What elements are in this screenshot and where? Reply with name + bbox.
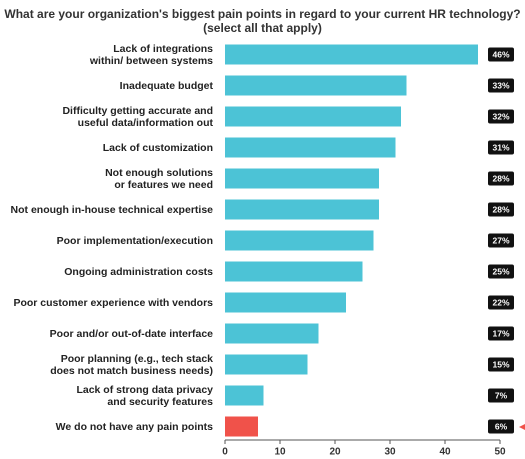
value-label-box <box>488 109 514 124</box>
chart-title: What are your organization's biggest pai… <box>4 7 521 21</box>
x-tick-label: 20 <box>329 447 341 458</box>
bar <box>225 416 258 437</box>
value-label-box <box>488 388 514 403</box>
value-label: 7% <box>495 390 508 400</box>
value-label-box <box>488 78 514 93</box>
value-label: 28% <box>492 204 509 214</box>
value-label-box <box>488 233 514 248</box>
category-label: Lack of strong data privacy and security… <box>76 383 213 408</box>
chart-subtitle: (select all that apply) <box>203 21 322 35</box>
bar <box>225 323 319 344</box>
category-label: Ongoing administration costs <box>64 265 213 278</box>
x-tick-label: 50 <box>494 447 506 458</box>
category-label: Not enough solutions or features we need <box>105 166 213 191</box>
bar <box>225 230 374 251</box>
value-label: 22% <box>492 297 509 307</box>
category-label: Poor and/or out-of-date interface <box>49 327 213 340</box>
bar <box>225 261 363 282</box>
bar <box>225 75 407 96</box>
value-label-box <box>488 295 514 310</box>
value-label: 32% <box>492 111 509 121</box>
value-label: 27% <box>492 235 509 245</box>
category-label: Poor customer experience with vendors <box>13 296 213 309</box>
x-tick-label: 40 <box>439 447 451 458</box>
value-label: 25% <box>492 266 509 276</box>
bar <box>225 168 379 189</box>
value-label-box <box>488 202 514 217</box>
bar <box>225 385 264 406</box>
value-label: 17% <box>492 328 509 338</box>
value-label: 46% <box>492 49 509 59</box>
category-label: Difficulty getting accurate and useful d… <box>62 104 213 129</box>
category-label: Inadequate budget <box>119 79 213 92</box>
category-label: Lack of customization <box>102 141 213 154</box>
category-label: Poor implementation/execution <box>56 234 213 247</box>
x-tick-label: 10 <box>274 447 286 458</box>
bar <box>225 106 401 127</box>
value-label-box <box>488 357 514 372</box>
value-label: 15% <box>492 359 509 369</box>
value-label: 33% <box>492 80 509 90</box>
bar <box>225 354 308 375</box>
value-label-box <box>488 326 514 341</box>
value-label: 6% <box>495 421 508 431</box>
value-label: 31% <box>492 142 509 152</box>
bar <box>225 137 396 158</box>
value-label-box <box>488 419 514 434</box>
bar <box>225 292 346 313</box>
value-label-box <box>488 171 514 186</box>
bar <box>225 44 478 65</box>
category-label: Poor planning (e.g., tech stack does not… <box>50 352 213 377</box>
bar <box>225 199 379 220</box>
category-label: We do not have any pain points <box>55 420 213 433</box>
marker-arrow <box>519 424 525 430</box>
value-label-box <box>488 140 514 155</box>
value-label-box <box>488 47 514 62</box>
category-label: Lack of integrations within/ between sys… <box>89 42 213 67</box>
x-tick-label: 0 <box>222 447 228 458</box>
category-label: Not enough in-house technical expertise <box>10 203 213 216</box>
value-label: 28% <box>492 173 509 183</box>
x-tick-label: 30 <box>384 447 396 458</box>
value-label-box <box>488 264 514 279</box>
